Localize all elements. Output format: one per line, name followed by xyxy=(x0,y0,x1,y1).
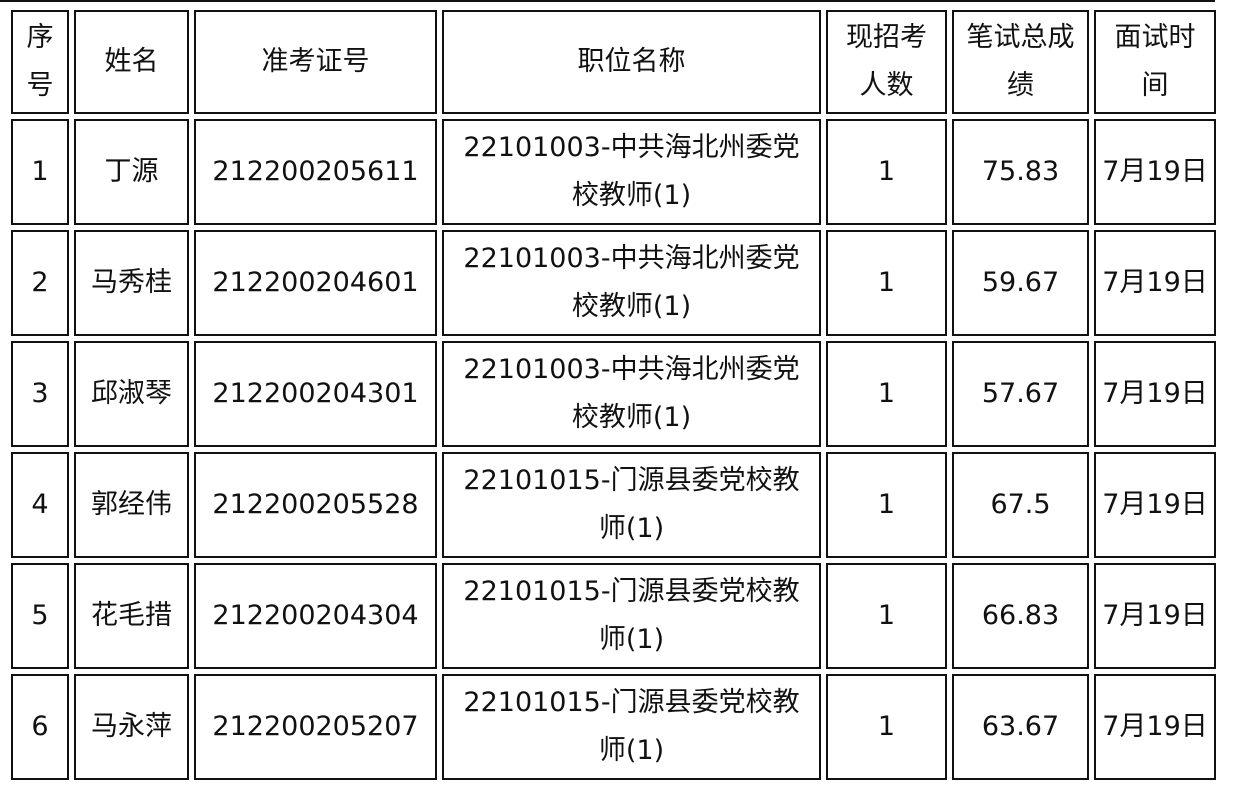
position-line: 22101003-中共海北州委党 xyxy=(463,243,800,274)
cell-exam-id: 212200204301 xyxy=(194,341,437,447)
cell-interview-time: 7月19日 xyxy=(1094,563,1216,669)
cell-interview-time: 7月19日 xyxy=(1094,341,1216,447)
header-text: 现招考人数 xyxy=(846,22,927,101)
position-line: 22101015-门源县委党校教 xyxy=(463,465,800,496)
position-line: 22101003-中共海北州委党 xyxy=(463,354,800,385)
position-line: 校教师(1) xyxy=(571,180,692,211)
cell-score: 66.83 xyxy=(952,563,1089,669)
cell-position: 22101003-中共海北州委党 校教师(1) xyxy=(442,341,821,447)
position-line: 师(1) xyxy=(598,624,665,655)
position-line: 师(1) xyxy=(598,513,665,544)
cell-score: 63.67 xyxy=(952,674,1089,780)
cell-quota: 1 xyxy=(826,341,947,447)
cell-quota: 1 xyxy=(826,230,947,336)
header-no: 序号 xyxy=(11,10,69,114)
position-line: 校教师(1) xyxy=(571,402,692,433)
cell-interview-time: 7月19日 xyxy=(1094,230,1216,336)
cell-exam-id: 212200204601 xyxy=(194,230,437,336)
table-row: 2 马秀桂 212200204601 22101003-中共海北州委党 校教师(1) 1 5… xyxy=(11,230,1216,336)
cell-position: 22101015-门源县委党校教 师(1) xyxy=(442,674,821,780)
cell-exam-id: 212200204304 xyxy=(194,563,437,669)
header-text: 姓名 xyxy=(104,46,159,77)
results-table: 序号 姓名 准考证号 职位名称 现招考人数 笔试总成绩 面试时间 1 丁源 2122002056… xyxy=(6,5,1221,785)
cell-no: 1 xyxy=(11,119,69,225)
table-row: 1 丁源 212200205611 22101003-中共海北州委党 校教师(1) 1 75… xyxy=(11,119,1216,225)
cell-no: 6 xyxy=(11,674,69,780)
cell-score: 75.83 xyxy=(952,119,1089,225)
header-row: 序号 姓名 准考证号 职位名称 现招考人数 笔试总成绩 面试时间 xyxy=(11,10,1216,114)
header-exam-id: 准考证号 xyxy=(194,10,437,114)
cell-name: 丁源 xyxy=(74,119,189,225)
cell-position: 22101003-中共海北州委党 校教师(1) xyxy=(442,119,821,225)
header-position: 职位名称 xyxy=(442,10,821,114)
cell-position: 22101015-门源县委党校教 师(1) xyxy=(442,563,821,669)
header-interview-time: 面试时间 xyxy=(1094,10,1216,114)
table-top-border xyxy=(0,0,1215,2)
header-text: 准考证号 xyxy=(261,46,370,77)
cell-no: 3 xyxy=(11,341,69,447)
header-text: 职位名称 xyxy=(577,46,686,77)
cell-exam-id: 212200205207 xyxy=(194,674,437,780)
cell-position: 22101003-中共海北州委党 校教师(1) xyxy=(442,230,821,336)
table-row: 3 邱淑琴 212200204301 22101003-中共海北州委党 校教师(1) 1 5… xyxy=(11,341,1216,447)
cell-quota: 1 xyxy=(826,674,947,780)
table-row: 4 郭经伟 212200205528 22101015-门源县委党校教 师(1) 1 67.… xyxy=(11,452,1216,558)
cell-interview-time: 7月19日 xyxy=(1094,674,1216,780)
position-line: 师(1) xyxy=(598,735,665,766)
cell-score: 59.67 xyxy=(952,230,1089,336)
cell-score: 67.5 xyxy=(952,452,1089,558)
cell-quota: 1 xyxy=(826,119,947,225)
cell-quota: 1 xyxy=(826,563,947,669)
cell-interview-time: 7月19日 xyxy=(1094,452,1216,558)
cell-name: 马秀桂 xyxy=(74,230,189,336)
position-line: 校教师(1) xyxy=(571,291,692,322)
cell-position: 22101015-门源县委党校教 师(1) xyxy=(442,452,821,558)
position-line: 22101015-门源县委党校教 xyxy=(463,687,800,718)
cell-exam-id: 212200205528 xyxy=(194,452,437,558)
header-quota: 现招考人数 xyxy=(826,10,947,114)
cell-quota: 1 xyxy=(826,452,947,558)
cell-no: 2 xyxy=(11,230,69,336)
cell-name: 邱淑琴 xyxy=(74,341,189,447)
header-text: 序号 xyxy=(26,22,54,101)
cell-score: 57.67 xyxy=(952,341,1089,447)
header-score: 笔试总成绩 xyxy=(952,10,1089,114)
table-row: 5 花毛措 212200204304 22101015-门源县委党校教 师(1) 1 66.… xyxy=(11,563,1216,669)
header-name: 姓名 xyxy=(74,10,189,114)
position-line: 22101003-中共海北州委党 xyxy=(463,132,800,163)
cell-no: 4 xyxy=(11,452,69,558)
cell-name: 郭经伟 xyxy=(74,452,189,558)
table-row: 6 马永萍 212200205207 22101015-门源县委党校教 师(1) 1 63.… xyxy=(11,674,1216,780)
cell-name: 花毛措 xyxy=(74,563,189,669)
header-text: 面试时间 xyxy=(1114,22,1196,101)
header-text: 笔试总成绩 xyxy=(966,22,1075,101)
cell-name: 马永萍 xyxy=(74,674,189,780)
position-line: 22101015-门源县委党校教 xyxy=(463,576,800,607)
cell-no: 5 xyxy=(11,563,69,669)
cell-interview-time: 7月19日 xyxy=(1094,119,1216,225)
cell-exam-id: 212200205611 xyxy=(194,119,437,225)
